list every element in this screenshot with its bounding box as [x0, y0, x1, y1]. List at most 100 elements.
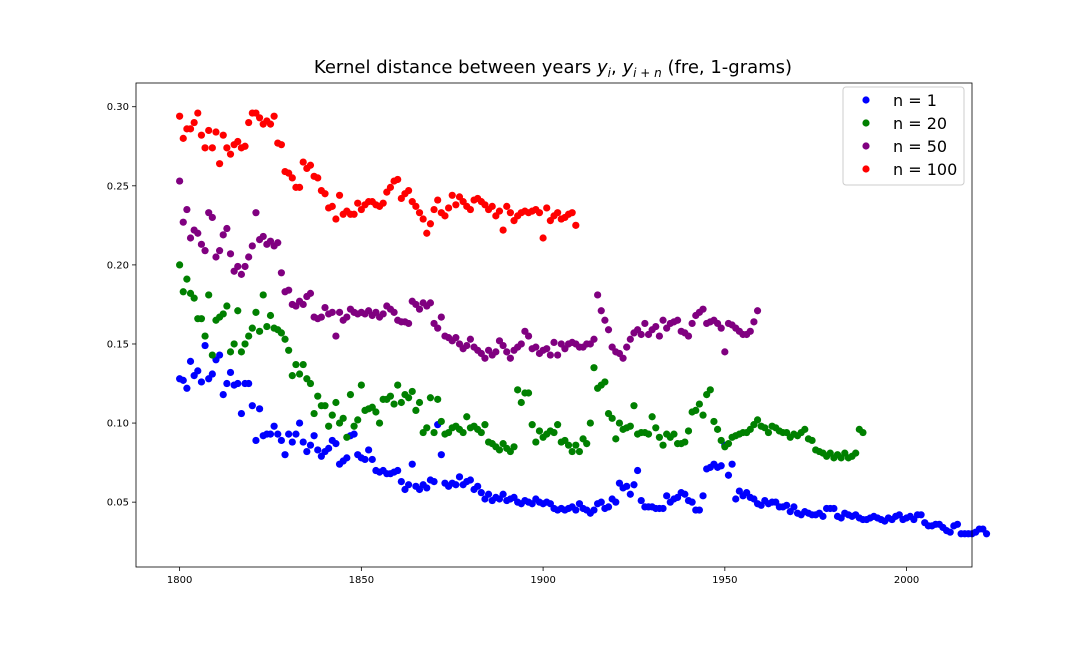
- data-point: [572, 506, 580, 514]
- data-point: [630, 402, 638, 410]
- data-point: [390, 308, 398, 316]
- data-point: [594, 291, 602, 299]
- data-point: [790, 503, 798, 511]
- data-point: [808, 436, 816, 445]
- data-point: [535, 209, 544, 217]
- data-point: [332, 332, 340, 340]
- data-point: [310, 409, 318, 418]
- data-point: [216, 247, 224, 255]
- data-point: [688, 498, 696, 506]
- data-point: [623, 482, 631, 490]
- data-point: [332, 215, 340, 223]
- data-point: [408, 460, 416, 468]
- data-point: [699, 492, 707, 500]
- data-point: [306, 441, 315, 449]
- data-point: [463, 413, 471, 421]
- data-point: [219, 390, 227, 399]
- data-point: [917, 511, 925, 519]
- data-point: [953, 520, 962, 528]
- data-point: [514, 386, 522, 394]
- data-point: [245, 332, 253, 340]
- data-point: [830, 504, 838, 513]
- data-point: [230, 340, 238, 348]
- data-point: [415, 305, 424, 313]
- data-point: [343, 454, 351, 462]
- data-point: [212, 128, 220, 136]
- data-point: [517, 398, 525, 407]
- data-point: [190, 118, 198, 127]
- data-point: [306, 161, 315, 169]
- y-tick-label: 0.25: [107, 181, 129, 192]
- data-point: [226, 150, 235, 158]
- data-point: [528, 421, 536, 429]
- data-point: [317, 313, 325, 321]
- data-point: [405, 319, 413, 328]
- data-point: [270, 422, 278, 430]
- data-point: [179, 218, 187, 226]
- data-point: [379, 310, 387, 318]
- data-point: [176, 112, 184, 120]
- data-point: [277, 329, 285, 337]
- data-point: [753, 307, 762, 315]
- title-var-2: y: [621, 57, 633, 78]
- data-point: [332, 440, 340, 448]
- data-point: [248, 324, 256, 332]
- data-point: [332, 398, 340, 407]
- data-point: [266, 120, 275, 128]
- data-point: [306, 289, 315, 297]
- chart-title: Kernel distance between years yi, yi + n…: [314, 57, 792, 80]
- data-point: [186, 357, 195, 365]
- data-point: [750, 318, 758, 326]
- data-point: [212, 253, 220, 261]
- data-point: [245, 379, 253, 388]
- data-point: [532, 438, 540, 446]
- data-point: [724, 471, 733, 479]
- data-point: [321, 304, 329, 312]
- data-point: [252, 209, 260, 217]
- data-point: [503, 348, 511, 356]
- data-point: [710, 417, 718, 426]
- legend-label: n = 100: [893, 160, 957, 179]
- axes-layer: 1800 1850 1900 1950 2000 0.05 0.10 0.15 0.20 0.25…: [107, 82, 973, 586]
- data-point: [237, 409, 246, 418]
- data-point: [219, 231, 227, 239]
- data-point: [430, 428, 438, 437]
- data-point: [575, 447, 584, 456]
- data-point: [495, 207, 504, 215]
- data-point: [226, 348, 235, 356]
- data-point: [634, 466, 642, 475]
- data-point: [568, 447, 576, 456]
- data-point: [201, 247, 209, 255]
- legend-marker: [862, 165, 870, 173]
- data-point: [226, 368, 235, 377]
- data-point: [252, 436, 260, 445]
- data-point: [604, 326, 613, 334]
- data-point: [183, 384, 191, 392]
- data-point: [186, 125, 195, 133]
- data-point: [248, 242, 256, 250]
- legend-marker: [862, 119, 870, 127]
- data-point: [550, 338, 558, 346]
- data-point: [179, 376, 187, 384]
- data-point: [405, 481, 413, 489]
- data-point: [321, 402, 329, 410]
- data-point: [350, 422, 358, 430]
- data-point: [713, 425, 722, 433]
- data-point: [328, 202, 336, 210]
- data-point: [394, 381, 402, 389]
- data-point: [357, 381, 365, 389]
- data-point: [288, 372, 296, 380]
- data-point: [459, 428, 467, 437]
- data-point: [695, 400, 703, 408]
- data-point: [343, 313, 351, 321]
- data-point: [583, 440, 591, 448]
- data-point: [630, 481, 638, 489]
- data-point: [219, 131, 227, 139]
- title-var-1: y: [596, 57, 608, 78]
- data-point: [481, 354, 489, 362]
- data-point: [405, 394, 413, 402]
- data-point: [386, 183, 395, 191]
- data-point: [444, 204, 453, 212]
- x-tick-label: 1800: [167, 575, 192, 586]
- data-point: [510, 443, 518, 451]
